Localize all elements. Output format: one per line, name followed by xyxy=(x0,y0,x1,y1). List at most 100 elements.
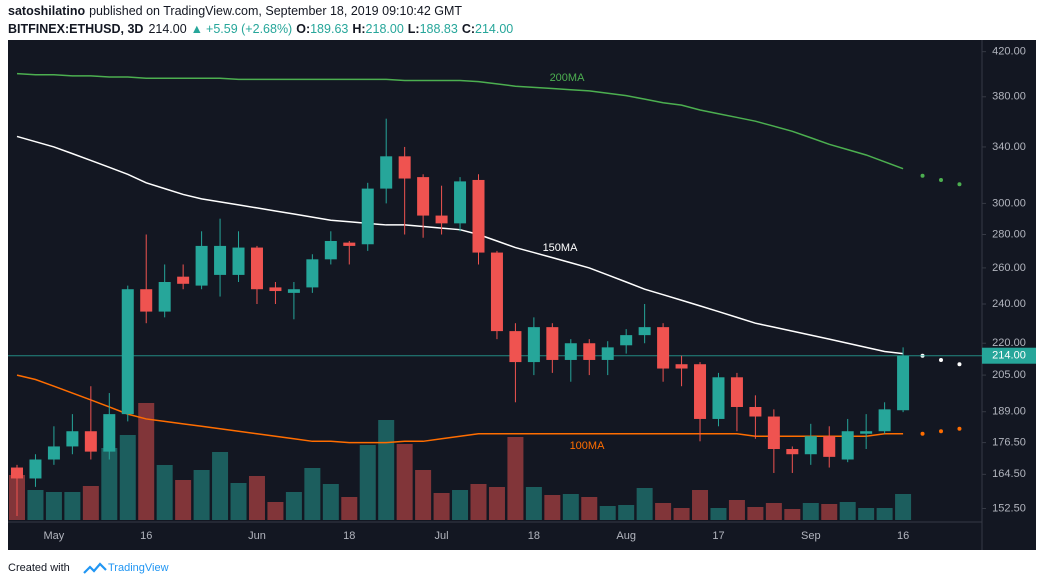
y-tick-label: 189.00 xyxy=(992,406,1026,418)
candle-body xyxy=(620,335,633,346)
volume-bar xyxy=(599,506,616,520)
candle-body xyxy=(380,156,393,189)
candle-body xyxy=(897,355,910,411)
y-tick-label: 380.00 xyxy=(992,91,1026,103)
y-tick-label: 420.00 xyxy=(992,46,1026,58)
header-line: satoshilatino published on TradingView.co… xyxy=(8,4,462,18)
candle-body xyxy=(509,331,522,363)
candle-body xyxy=(121,289,134,415)
x-tick-label: Jun xyxy=(248,530,266,542)
candle-body xyxy=(435,215,448,224)
candle-body xyxy=(158,282,171,312)
y-tick-label: 240.00 xyxy=(992,298,1026,310)
candle-body xyxy=(324,240,337,260)
projection-dot xyxy=(957,182,962,187)
candle-body xyxy=(657,327,670,369)
y-tick-label: 340.00 xyxy=(992,141,1026,153)
volume-bar xyxy=(784,509,801,520)
candle-body xyxy=(84,431,97,452)
y-tick-label: 280.00 xyxy=(992,228,1026,240)
last-price-box xyxy=(982,347,1036,364)
volume-bar xyxy=(341,497,358,520)
candle-body xyxy=(29,459,42,479)
candle-body xyxy=(583,343,596,360)
volume-bar xyxy=(119,435,136,520)
candle-body xyxy=(767,416,780,450)
volume-bar xyxy=(747,507,764,520)
volume-bar xyxy=(692,490,709,520)
published: published on TradingView.com, September … xyxy=(89,4,462,18)
volume-bar xyxy=(415,470,432,520)
x-tick-label: Aug xyxy=(616,530,636,542)
candle-body xyxy=(250,247,263,290)
volume-bar xyxy=(433,493,450,520)
volume-bar xyxy=(525,487,542,520)
candle-body xyxy=(564,343,577,360)
volume-bar xyxy=(581,497,598,520)
y-tick-label: 176.50 xyxy=(992,436,1026,448)
candle-body xyxy=(804,436,817,455)
price: 214.00 xyxy=(148,22,186,36)
y-tick-label: 260.00 xyxy=(992,262,1026,274)
volume-bar xyxy=(710,508,727,520)
x-tick-label: 16 xyxy=(140,530,152,542)
volume-bar xyxy=(895,494,912,520)
low-label: L: xyxy=(408,22,420,36)
candle-body xyxy=(103,414,116,452)
x-tick-label: 18 xyxy=(343,530,355,542)
candle-body xyxy=(860,431,873,434)
volume-bar xyxy=(175,480,192,520)
arrow: ▲ xyxy=(191,22,203,36)
projection-dot xyxy=(939,357,943,362)
candle-body xyxy=(841,431,854,460)
volume-bar xyxy=(156,465,173,520)
footer-created: Created with xyxy=(8,562,70,574)
author: satoshilatino xyxy=(8,4,85,18)
candle-body xyxy=(546,327,559,360)
y-tick-label: 164.50 xyxy=(992,468,1026,480)
volume-bar xyxy=(64,492,81,520)
volume-bar xyxy=(267,502,284,520)
volume-bar xyxy=(488,487,505,520)
candle-body xyxy=(527,327,540,363)
candle-body xyxy=(361,188,374,245)
candle-body xyxy=(601,347,614,360)
candle-body xyxy=(472,179,485,253)
volume-bar xyxy=(655,503,672,520)
moving-average xyxy=(16,72,904,170)
close: 214.00 xyxy=(475,22,513,36)
open-label: O: xyxy=(296,22,310,36)
candle-body xyxy=(232,247,245,275)
candle-body xyxy=(454,181,467,224)
candle-body xyxy=(712,377,725,419)
candle-body xyxy=(823,436,836,457)
logo-icon xyxy=(83,562,107,574)
footer-logo xyxy=(83,562,107,574)
close-label: C: xyxy=(462,22,475,36)
volume-bar xyxy=(507,437,524,520)
volume-bar xyxy=(230,483,247,520)
volume-bar xyxy=(193,470,210,520)
projection-dot xyxy=(920,173,925,178)
high: 218.00 xyxy=(366,22,404,36)
projection-dot xyxy=(957,362,962,367)
ma-label: 200MA xyxy=(550,72,586,84)
volume-bar xyxy=(304,468,321,520)
high-label: H: xyxy=(352,22,365,36)
candle-body xyxy=(287,289,300,293)
volume-bar xyxy=(359,445,376,520)
symbol: BITFINEX:ETHUSD, 3D xyxy=(8,22,143,36)
candle-body xyxy=(214,245,227,275)
x-tick-label: May xyxy=(44,530,65,542)
volume-bar xyxy=(618,505,635,520)
candle-body xyxy=(694,364,707,419)
volume-bar xyxy=(765,503,782,520)
candle-body xyxy=(195,245,208,286)
x-tick-label: Jul xyxy=(435,530,449,542)
open: 189.63 xyxy=(310,22,348,36)
candle-body xyxy=(306,259,319,288)
volume-bar xyxy=(248,476,265,520)
volume-bar xyxy=(452,490,469,520)
volume-bar xyxy=(802,503,819,520)
